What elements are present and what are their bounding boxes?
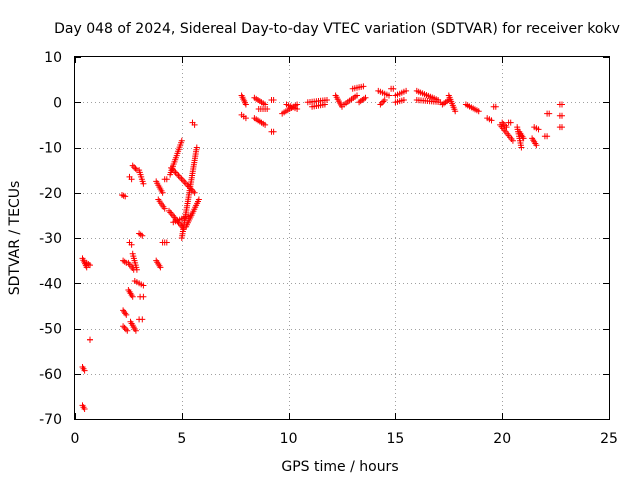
x-tick-label: 0 [71,431,80,447]
data-point [294,106,301,112]
data-point [507,119,514,126]
x-axis-title: GPS time / hours [281,459,398,475]
data-point [535,126,542,133]
data-point [360,83,367,90]
data-point [87,262,93,269]
data-point [140,282,147,289]
y-tick-label: -10 [39,141,62,157]
data-point [179,177,186,184]
data-point [159,189,166,196]
data-point [132,165,139,172]
data-point [475,108,482,115]
data-point [380,98,387,105]
y-tick-label: 10 [44,50,62,66]
data-point [139,316,146,323]
data-point [133,266,140,273]
data-point [321,101,328,108]
grid-lines [75,57,609,419]
data-point [400,97,407,103]
data-point [123,311,130,318]
data-point [544,133,551,140]
data-point [191,189,198,196]
data-point [533,142,540,149]
data-point [242,101,249,108]
data-point [163,239,170,246]
data-point [270,128,277,135]
data-point [264,106,271,112]
x-tick-label: 25 [600,431,618,447]
data-point [161,205,168,212]
data-point [122,193,129,200]
data-point [128,241,135,248]
data-point [377,101,384,108]
data-point [139,232,146,239]
data-point [386,92,392,99]
x-tick-label: 5 [177,431,186,447]
data-point [518,144,525,151]
data-point [178,137,185,144]
data-point [362,94,369,101]
y-tick-label: -70 [39,412,62,428]
data-point [503,124,510,131]
x-tick-label: 20 [493,431,511,447]
data-point [157,264,164,271]
y-tick-label: -40 [39,276,62,292]
data-point [403,87,410,94]
chart-title: Day 048 of 2024, Sidereal Day-to-day VTE… [54,21,620,37]
data-point [140,180,147,187]
data-point [81,367,88,374]
axis-ticks: 0 5 10 15 20 25 -70 -60 -50 -40 -30 -20 -10 0 10 [39,50,618,447]
data-point [124,327,131,334]
data-point [131,164,138,171]
x-tick-label: 15 [386,431,404,447]
plot-frame [74,56,610,420]
data-point [175,172,182,179]
data-point [378,100,385,106]
data-point [120,323,127,330]
y-axis-title: SDTVAR / TECUs [7,181,23,296]
data-point [181,178,188,185]
x-tick-label: 10 [280,431,298,447]
data-point [81,406,88,412]
data-point [140,293,147,300]
data-point [163,176,170,183]
data-point [128,176,135,183]
y-tick-label: -50 [39,322,62,338]
data-point [559,112,565,119]
data-point [488,117,495,124]
data-point [390,85,397,92]
data-point [195,196,202,203]
data-point [242,115,249,122]
y-tick-label: -20 [39,186,62,202]
data-point [324,97,330,103]
data-point [354,92,360,99]
data-point [122,326,129,333]
data-point [492,103,499,110]
y-tick-label: -60 [39,367,62,383]
data-point [509,137,516,144]
data-point [262,121,269,128]
y-tick-label: -30 [39,231,62,247]
y-tick-label: 0 [53,95,62,111]
data-point [191,121,198,128]
data-points [79,83,565,412]
data-point [132,327,139,334]
data-point [559,101,565,108]
data-point [129,293,136,300]
data-point [559,124,565,131]
data-point [129,162,136,169]
data-point [87,336,93,343]
data-point [546,110,553,117]
data-point [381,97,388,103]
data-point [193,144,200,151]
data-point [520,135,527,142]
data-point [121,324,128,331]
data-point [452,108,459,115]
data-point [270,97,277,103]
